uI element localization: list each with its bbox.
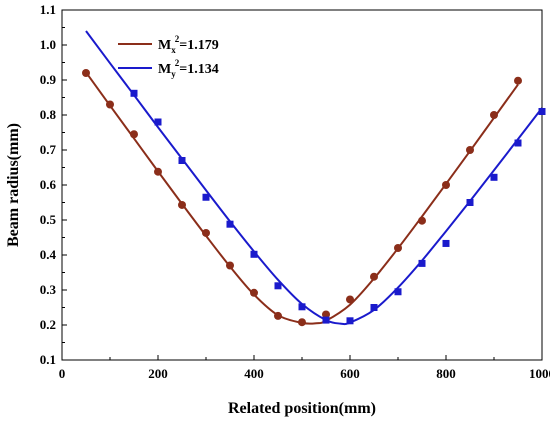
legend-label-x: Mx2=1.179 — [158, 34, 219, 55]
point-x — [250, 288, 258, 297]
point-y — [514, 139, 522, 147]
point-y — [442, 239, 450, 247]
point-x — [466, 146, 474, 154]
point-x — [274, 311, 282, 320]
point-x — [322, 310, 330, 319]
fit-curves — [85, 30, 543, 326]
x-axis-title: Related position(mm) — [228, 400, 376, 417]
point-x — [394, 244, 402, 252]
point-y — [394, 288, 402, 296]
fit-curve-x — [85, 71, 519, 325]
point-x — [130, 130, 138, 139]
y-tick-label: 1.0 — [40, 37, 56, 52]
point-y — [178, 157, 186, 164]
point-y — [226, 220, 234, 228]
point-y — [418, 259, 426, 267]
point-y — [466, 199, 474, 206]
y-tick-label: 0.5 — [40, 212, 57, 227]
point-x — [82, 69, 90, 77]
point-x — [154, 167, 162, 176]
point-x — [178, 200, 186, 209]
point-x — [346, 295, 354, 304]
y-tick-label: 0.8 — [40, 107, 57, 122]
y-tick-label: 0.4 — [40, 247, 57, 262]
y-tick-label: 0.1 — [40, 352, 56, 367]
point-x — [514, 76, 522, 85]
legend: Mx2=1.179 My2=1.134 — [118, 34, 219, 79]
y-tick-label: 0.3 — [40, 282, 57, 297]
y-axis-title: Beam radius(mm) — [5, 123, 22, 247]
point-x — [202, 228, 210, 237]
legend-label-y: My2=1.134 — [158, 58, 219, 79]
x-tick-label: 600 — [340, 366, 360, 381]
data-points — [82, 69, 546, 327]
point-y — [130, 89, 138, 97]
y-tick-label: 0.6 — [40, 177, 57, 192]
point-y — [322, 316, 330, 324]
point-y — [490, 173, 498, 181]
point-y — [250, 250, 258, 258]
y-tick-label: 0.7 — [40, 142, 57, 157]
point-y — [202, 193, 210, 201]
y-tick-label: 0.9 — [40, 72, 57, 87]
point-x — [370, 272, 378, 281]
point-x — [490, 111, 498, 119]
x-tick-label: 800 — [436, 366, 456, 381]
x-tick-label: 400 — [244, 366, 264, 381]
fit-curve-y — [85, 30, 543, 326]
point-y — [346, 317, 354, 325]
point-x — [226, 261, 234, 270]
point-y — [274, 282, 282, 290]
point-x — [106, 100, 114, 109]
y-tick-label: 1.1 — [40, 2, 56, 17]
point-x — [418, 216, 426, 225]
point-y — [538, 108, 546, 115]
x-tick-label: 0 — [59, 366, 66, 381]
x-tick-label: 200 — [148, 366, 168, 381]
point-x — [442, 181, 450, 189]
point-y — [298, 303, 306, 311]
point-y — [370, 304, 378, 311]
point-x — [298, 318, 306, 327]
point-y — [154, 118, 162, 126]
y-tick-label: 0.2 — [40, 317, 56, 332]
